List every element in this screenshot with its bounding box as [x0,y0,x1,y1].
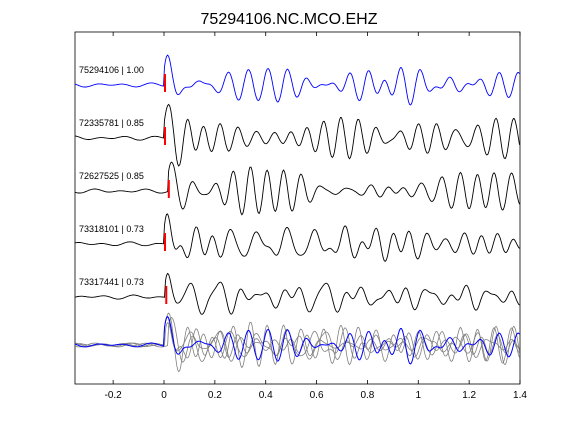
x-axis: -0.2 0 0.2 0.4 0.6 0.8 1 1.2 1.4 [105,32,527,401]
overlay-stack [74,312,520,373]
chart-title: 75294106.NC.MCO.EHZ [201,11,378,28]
trace-label: 72335781 | 0.85 [79,118,144,128]
trace-row: 72627525 | 0.85 [74,161,520,216]
x-tick-label: 1.4 [513,390,527,401]
overlay-trace [74,315,520,363]
trace-label: 73317441 | 0.73 [79,277,144,287]
waveform-trace [74,54,520,106]
waveform-trace [74,272,520,315]
x-tick-label: 0.4 [259,390,273,401]
trace-label: 72627525 | 0.85 [79,171,144,181]
trace-label: 75294106 | 1.00 [79,65,144,75]
trace-row: 72335781 | 0.85 [74,103,520,167]
waveform-trace [74,213,520,263]
x-tick-label: 0 [161,390,167,401]
overlay-trace [74,316,520,369]
trace-row: 73317441 | 0.73 [74,272,520,315]
x-tick-label: 0.8 [360,390,374,401]
overlay-trace [74,312,520,373]
overlay-trace [74,321,520,362]
x-tick-label: 1 [416,390,422,401]
trace-label: 73318101 | 0.73 [79,224,144,234]
x-tick-label: 1.2 [462,390,476,401]
x-tick-label: 0.2 [208,390,222,401]
plot-frame [74,31,521,385]
waveform-trace [74,103,520,167]
trace-row: 73318101 | 0.73 [74,213,520,263]
waveform-trace [74,161,520,216]
trace-stack: 75294106 | 1.00 72335781 | 0.85 72627525 |… [74,54,520,315]
x-tick-label: -0.2 [105,390,123,401]
trace-row: 75294106 | 1.00 [74,54,520,106]
overlay-reference-trace [74,315,520,365]
x-tick-label: 0.6 [310,390,324,401]
